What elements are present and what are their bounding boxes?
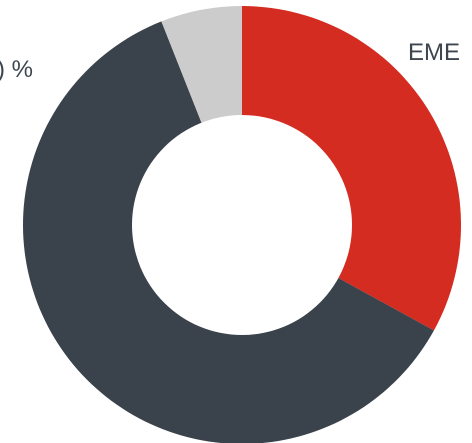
donut-hole bbox=[132, 115, 352, 335]
slice-label-left: ) % bbox=[0, 56, 33, 83]
slice-label-eme: EME bbox=[408, 39, 460, 66]
